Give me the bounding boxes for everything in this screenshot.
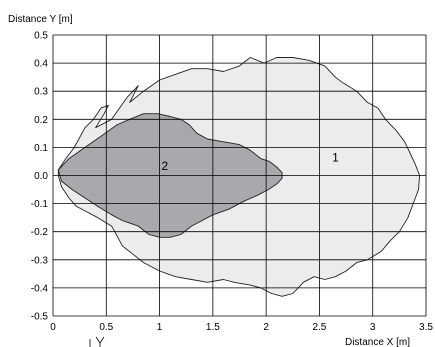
x-tick-labels: 0 0.5 1 1.5 2 2.5 3 3.5 (50, 322, 433, 333)
y-tick-label: 0.1 (34, 143, 48, 154)
y-tick-label: -0.1 (31, 199, 49, 210)
x-tick-label: 3.5 (419, 322, 433, 333)
y-tick-label: 0.5 (34, 31, 48, 42)
zone-label-2: 2 (162, 159, 169, 173)
y-tick-label: -0.2 (31, 227, 49, 238)
x-tick-label: 0 (50, 322, 56, 333)
y-tick-label: -0.3 (31, 255, 49, 266)
y-tick-label: 0.0 (34, 171, 48, 182)
x-axis-label: Distance X [m] (345, 337, 410, 347)
y-tick-label: 0.3 (34, 87, 48, 98)
y-tick-label: 0.4 (34, 59, 48, 70)
x-tick-label: 1.5 (206, 322, 220, 333)
x-tick-label: 1 (157, 322, 163, 333)
y-axis-label: Distance Y [m] (8, 14, 73, 25)
x-tick-label: 3 (370, 322, 376, 333)
y-tick-label: -0.4 (31, 283, 49, 294)
zone-label-1: 1 (332, 150, 339, 164)
grid-lines (52, 34, 427, 317)
y-tick-label: 0.2 (34, 115, 48, 126)
x-tick-label: 2.5 (312, 322, 326, 333)
x-tick-label: 2 (263, 322, 269, 333)
zone-areas (57, 57, 421, 297)
zone-labels: 12 (162, 150, 340, 172)
y-tick-labels: 0.5 0.4 0.3 0.2 0.1 0.0 -0.1 -0.2 -0.3 -0.4 -0.5 (31, 31, 49, 323)
x-tick-label: 0.5 (99, 322, 113, 333)
y-tick-label: -0.5 (31, 312, 49, 323)
axis-marker-icon (89, 336, 105, 347)
